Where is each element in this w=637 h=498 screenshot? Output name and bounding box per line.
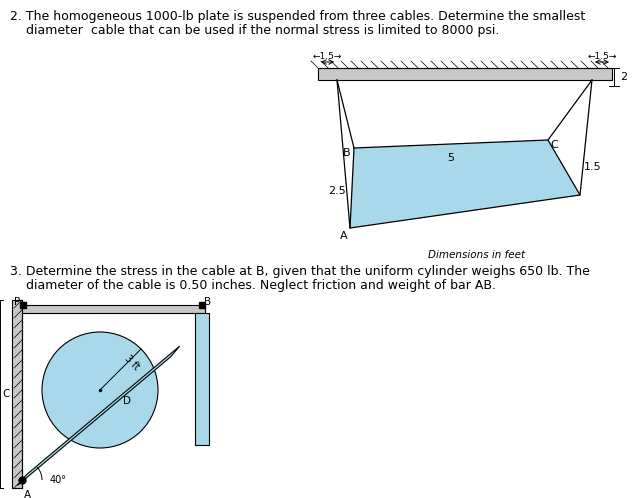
Text: A: A [24,490,31,498]
Text: 3 ft: 3 ft [122,353,141,372]
Text: diameter of the cable is 0.50 inches. Neglect friction and weight of bar AB.: diameter of the cable is 0.50 inches. Ne… [10,279,496,292]
Text: D: D [123,396,131,406]
Text: 3. Determine the stress in the cable at B, given that the uniform cylinder weigh: 3. Determine the stress in the cable at … [10,265,590,278]
Polygon shape [12,300,22,488]
Text: C: C [3,389,10,399]
Text: P: P [14,297,20,307]
Polygon shape [318,68,612,80]
Text: diameter  cable that can be used if the normal stress is limited to 8000 psi.: diameter cable that can be used if the n… [10,24,499,37]
Text: B: B [204,297,211,307]
Polygon shape [17,346,180,486]
Text: B: B [343,148,351,158]
Text: 40°: 40° [50,475,67,485]
Polygon shape [350,140,580,228]
Text: 1.5: 1.5 [584,162,601,172]
Polygon shape [22,305,205,313]
Text: ←1.5→: ←1.5→ [587,52,617,61]
Polygon shape [195,313,209,445]
Text: 2.5: 2.5 [328,186,346,196]
Text: A: A [340,231,348,241]
Text: Dimensions in feet: Dimensions in feet [429,250,526,260]
Text: ←1.5→: ←1.5→ [313,52,342,61]
Circle shape [42,332,158,448]
Text: 2. The homogeneous 1000-lb plate is suspended from three cables. Determine the s: 2. The homogeneous 1000-lb plate is susp… [10,10,585,23]
Text: 2: 2 [620,72,627,82]
Text: 5: 5 [448,153,455,163]
Text: C: C [550,140,558,150]
